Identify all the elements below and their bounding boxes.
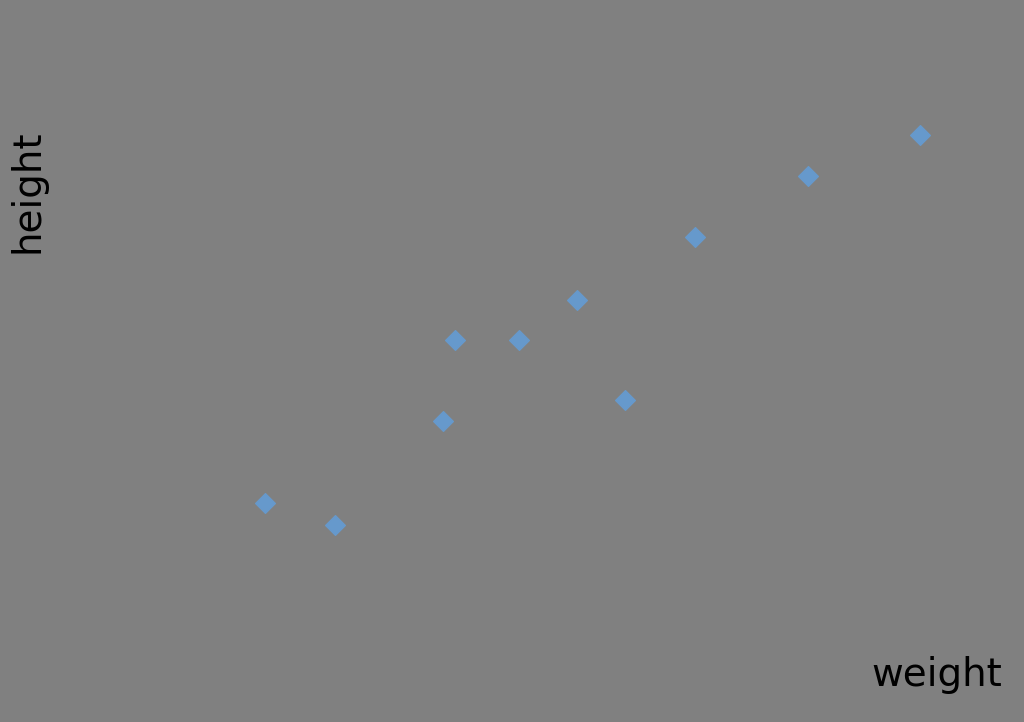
Point [687, 231, 703, 243]
Point [435, 415, 452, 427]
Point [446, 334, 463, 346]
Text: height: height [9, 130, 47, 253]
Point [911, 129, 928, 141]
Point [511, 334, 527, 346]
Text: weight: weight [871, 656, 1002, 694]
Point [257, 497, 273, 509]
Point [800, 170, 816, 182]
Point [568, 295, 585, 306]
Point [327, 519, 343, 531]
Point [616, 394, 633, 406]
